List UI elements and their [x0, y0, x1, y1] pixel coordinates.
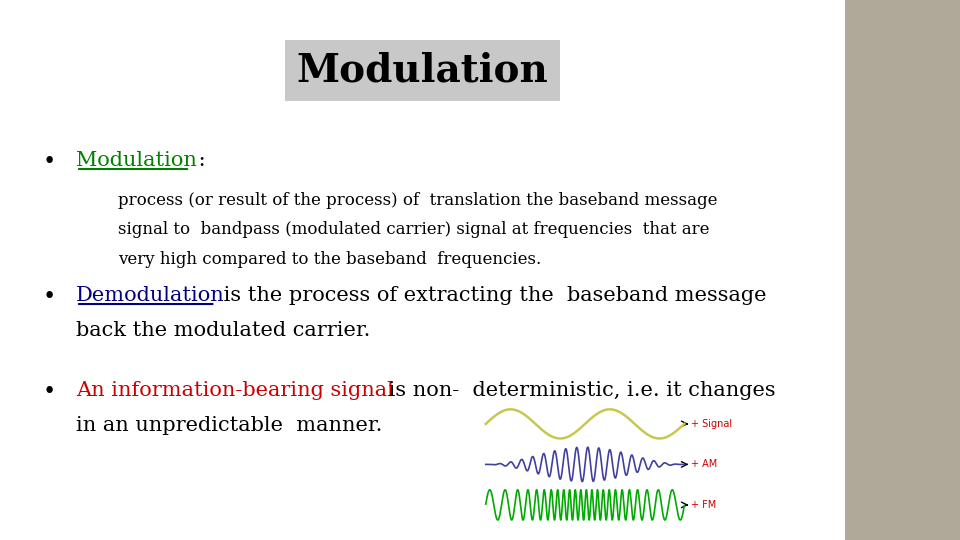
- Text: back the modulated carrier.: back the modulated carrier.: [76, 321, 371, 340]
- Text: :: :: [192, 151, 205, 170]
- Text: signal to  bandpass (modulated carrier) signal at frequencies  that are: signal to bandpass (modulated carrier) s…: [118, 221, 709, 238]
- Text: very high compared to the baseband  frequencies.: very high compared to the baseband frequ…: [118, 251, 541, 268]
- Text: •: •: [42, 286, 56, 308]
- Text: is non-  deterministic, i.e. it changes: is non- deterministic, i.e. it changes: [382, 381, 776, 400]
- Text: + AM: + AM: [691, 460, 717, 469]
- Text: + FM: + FM: [691, 500, 716, 510]
- Text: is the process of extracting the  baseband message: is the process of extracting the baseban…: [217, 286, 767, 305]
- Text: + Signal: + Signal: [691, 419, 732, 429]
- Text: process (or result of the process) of  translation the baseband message: process (or result of the process) of tr…: [118, 192, 718, 208]
- Text: •: •: [42, 381, 56, 403]
- Text: An information-bearing signal: An information-bearing signal: [76, 381, 394, 400]
- Text: Modulation: Modulation: [297, 51, 548, 89]
- Text: Demodulation: Demodulation: [76, 286, 225, 305]
- Text: Modulation: Modulation: [76, 151, 197, 170]
- Text: •: •: [42, 151, 56, 173]
- Text: in an unpredictable  manner.: in an unpredictable manner.: [76, 416, 382, 435]
